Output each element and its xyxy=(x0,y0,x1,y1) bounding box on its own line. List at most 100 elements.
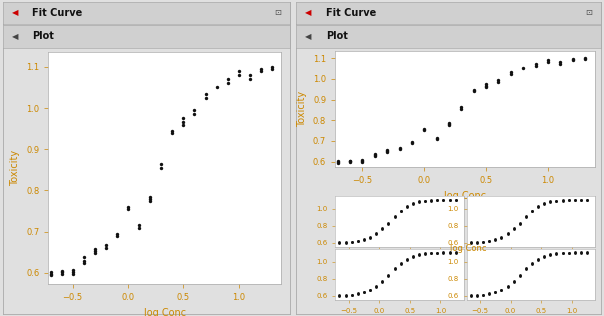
Point xyxy=(557,198,567,203)
Point xyxy=(518,66,528,71)
X-axis label: log Conc: log Conc xyxy=(444,191,486,201)
Point xyxy=(570,197,580,202)
Point xyxy=(223,77,233,82)
Point xyxy=(396,261,405,266)
Point xyxy=(426,198,436,203)
Point xyxy=(420,198,430,203)
Point xyxy=(407,141,417,146)
Point xyxy=(551,198,561,204)
Point xyxy=(345,160,355,165)
Point xyxy=(533,258,543,263)
Point xyxy=(402,258,411,263)
Point xyxy=(531,62,541,67)
Point xyxy=(478,239,488,244)
Point xyxy=(365,287,375,292)
Point xyxy=(521,214,531,219)
Point xyxy=(371,232,381,237)
Point xyxy=(439,197,448,202)
Point xyxy=(509,278,518,283)
Text: Fit Curve: Fit Curve xyxy=(32,8,82,18)
Point xyxy=(509,227,518,232)
Point xyxy=(478,293,488,298)
Point xyxy=(570,250,580,255)
Point xyxy=(378,279,387,284)
Point xyxy=(451,197,460,202)
Point xyxy=(179,120,188,125)
Point xyxy=(201,95,210,100)
Point xyxy=(345,158,355,163)
Point xyxy=(358,159,367,164)
Point xyxy=(223,81,233,86)
Point xyxy=(557,198,567,203)
Point xyxy=(341,240,350,245)
Point xyxy=(533,257,543,262)
Point xyxy=(358,157,367,162)
Point xyxy=(503,283,512,289)
Point xyxy=(527,261,537,266)
Point xyxy=(515,274,525,279)
Point xyxy=(234,69,243,74)
Point xyxy=(570,250,580,255)
Point xyxy=(408,202,418,207)
X-axis label: log Conc: log Conc xyxy=(144,308,185,316)
Point xyxy=(564,250,573,255)
Text: ⊡: ⊡ xyxy=(585,9,592,17)
Point xyxy=(506,71,516,76)
Point xyxy=(445,197,454,202)
Point xyxy=(432,135,442,140)
Text: ◀: ◀ xyxy=(305,32,312,41)
Point xyxy=(432,136,442,141)
Point xyxy=(353,292,362,297)
Point xyxy=(527,261,537,266)
Point xyxy=(112,231,122,236)
Text: Plot: Plot xyxy=(32,31,54,41)
Point xyxy=(426,251,436,256)
Text: Plot: Plot xyxy=(326,31,349,41)
Point xyxy=(394,147,404,152)
Y-axis label: Toxicity: Toxicity xyxy=(10,150,21,186)
Point xyxy=(582,197,592,202)
Point xyxy=(545,252,555,257)
Point xyxy=(123,206,133,211)
Point xyxy=(503,232,512,237)
Point xyxy=(335,240,344,245)
Point xyxy=(556,62,565,67)
Point xyxy=(539,202,549,207)
Point xyxy=(564,198,573,203)
Point xyxy=(568,58,577,63)
Point xyxy=(146,194,155,199)
Point xyxy=(539,255,549,260)
Point xyxy=(478,240,488,245)
Point xyxy=(408,255,418,260)
Point xyxy=(543,60,553,65)
Point xyxy=(420,251,430,256)
Point xyxy=(378,227,387,232)
Point xyxy=(394,145,404,150)
Point xyxy=(384,273,393,278)
Point xyxy=(371,283,381,289)
Point xyxy=(359,289,369,294)
Point xyxy=(490,290,500,295)
Point xyxy=(333,160,342,165)
Point xyxy=(90,251,100,256)
Point xyxy=(445,250,454,255)
Point xyxy=(402,257,411,262)
Point xyxy=(370,153,380,158)
Point xyxy=(451,250,460,255)
Point xyxy=(347,293,356,298)
Point xyxy=(68,267,77,272)
Point xyxy=(568,57,577,62)
Point xyxy=(414,199,424,204)
Point xyxy=(445,250,454,255)
Point xyxy=(68,271,77,276)
Point xyxy=(472,240,482,245)
Point xyxy=(545,199,555,204)
Point xyxy=(407,139,417,144)
Point xyxy=(390,214,399,219)
Point xyxy=(420,198,430,204)
Point xyxy=(134,223,144,228)
Point xyxy=(365,235,375,240)
Point xyxy=(179,116,188,121)
Point xyxy=(414,252,424,258)
Point xyxy=(543,58,553,63)
